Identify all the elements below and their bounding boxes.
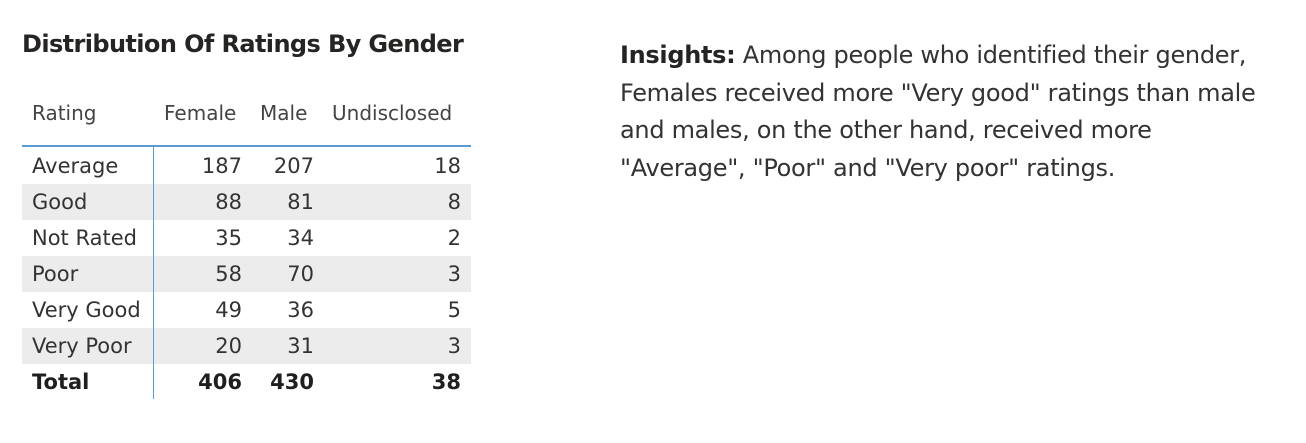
row-label: Very Good [32, 298, 141, 322]
total-undisclosed: 38 [431, 370, 461, 394]
cell-male: 36 [287, 298, 314, 322]
cell-undisclosed: 8 [447, 190, 461, 214]
table-row[interactable]: Not Rated 35 34 2 [22, 220, 471, 256]
cell-male: 81 [287, 190, 314, 214]
table-row[interactable]: Very Good 49 36 5 [22, 292, 471, 328]
cell-male: 70 [287, 262, 314, 286]
insights-textbox: Insights: Among people who identified th… [620, 37, 1260, 187]
cell-undisclosed: 3 [447, 334, 461, 358]
column-header-male[interactable]: Male [260, 101, 308, 125]
total-row[interactable]: Total 406 430 38 [22, 364, 471, 400]
column-header-undisclosed[interactable]: Undisclosed [332, 101, 453, 125]
table-row[interactable]: Poor 58 70 3 [22, 256, 471, 292]
total-male: 430 [270, 370, 314, 394]
cell-undisclosed: 2 [447, 226, 461, 250]
row-label: Very Poor [32, 334, 132, 358]
cell-female: 20 [215, 334, 242, 358]
table-row[interactable]: Average 187 207 18 [22, 148, 471, 184]
cell-female: 187 [201, 154, 242, 178]
table-row[interactable]: Good 88 81 8 [22, 184, 471, 220]
column-header-rating[interactable]: Rating [32, 101, 97, 125]
cell-undisclosed: 5 [447, 298, 461, 322]
cell-female: 49 [215, 298, 242, 322]
cell-male: 207 [273, 154, 314, 178]
row-label: Poor [32, 262, 79, 286]
insights-label: Insights: [620, 41, 736, 69]
row-label: Good [32, 190, 88, 214]
cell-undisclosed: 3 [447, 262, 461, 286]
visual-title: Distribution Of Ratings By Gender [22, 30, 464, 58]
ratings-matrix-visual[interactable]: Distribution Of Ratings By Gender Rating… [22, 27, 472, 399]
total-label: Total [32, 370, 90, 394]
cell-female: 35 [215, 226, 242, 250]
header-divider [22, 145, 471, 147]
cell-female: 88 [215, 190, 242, 214]
matrix-header: Rating Female Male Undisclosed [22, 95, 471, 131]
row-header-divider [153, 145, 154, 399]
cell-female: 58 [215, 262, 242, 286]
column-header-female[interactable]: Female [164, 101, 237, 125]
insights-text: Among people who identified their gender… [620, 41, 1256, 182]
cell-undisclosed: 18 [434, 154, 461, 178]
table-row[interactable]: Very Poor 20 31 3 [22, 328, 471, 364]
row-label: Average [32, 154, 119, 178]
cell-male: 34 [287, 226, 314, 250]
row-label: Not Rated [32, 226, 137, 250]
total-female: 406 [198, 370, 242, 394]
cell-male: 31 [287, 334, 314, 358]
